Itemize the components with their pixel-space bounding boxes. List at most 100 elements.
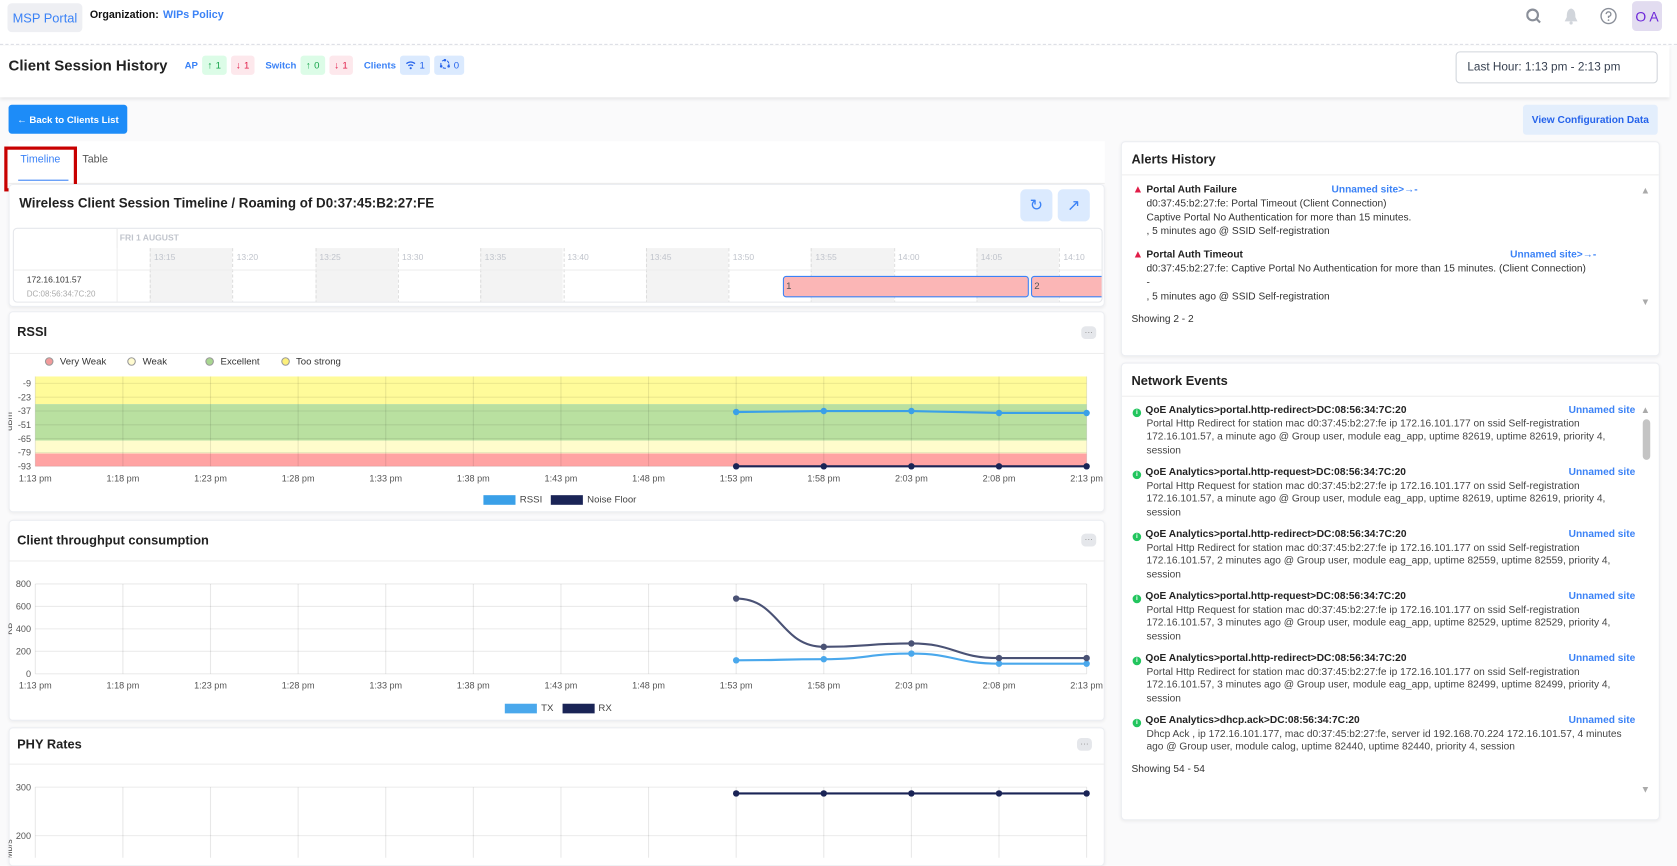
legend-swatch [550, 494, 583, 505]
alert-line: , 5 minutes ago @ SSID Self-registration [1146, 225, 1330, 238]
status-badges: AP ↑ 1 ↓ 1 Switch ↑ 0 ↓ 1 Clients 1 0 [178, 55, 465, 75]
alert-line: - [1146, 277, 1150, 289]
scrollbar[interactable] [1642, 419, 1651, 460]
site-link[interactable]: Unnamed site [1568, 652, 1636, 665]
site-link[interactable]: Unnamed site [1568, 466, 1636, 479]
legend-swatch [562, 703, 595, 713]
bell-icon[interactable] [1560, 5, 1581, 26]
rssi-legend: RSSI Noise Floor [483, 494, 636, 505]
clients-roam-count: 0 [453, 59, 460, 71]
event-title: QoE Analytics>dhcp.ack>DC:08:56:34:7C:20 [1145, 714, 1360, 727]
site-link[interactable]: Unnamed site [1568, 590, 1636, 603]
ap-up-badge[interactable]: ↑ 1 [202, 55, 227, 75]
back-to-clients-button[interactable]: ← Back to Clients List [8, 104, 128, 134]
scroll-up-icon[interactable]: ▲ [1640, 185, 1651, 196]
x-tick-label: 1:23 pm [194, 681, 227, 691]
time-label: 13:20 [236, 252, 259, 263]
band-weak [35, 440, 1087, 454]
view-configuration-button[interactable]: View Configuration Data [1522, 104, 1658, 135]
expand-button[interactable]: ↗ [1057, 189, 1090, 222]
data-point [908, 640, 915, 647]
y-tick-label: -37 [18, 406, 31, 416]
alert-item[interactable]: ▲ Portal Auth Failure Unnamed site>→- d0:… [1133, 183, 1636, 239]
x-tick-label: 1:28 pm [282, 681, 315, 691]
site-link[interactable]: Unnamed site [1568, 404, 1636, 417]
site-link[interactable]: Unnamed site [1568, 714, 1636, 727]
timeline-column: 13:35 [480, 248, 564, 302]
more-options-button[interactable]: ··· [1076, 737, 1092, 751]
roaming-icon [440, 58, 451, 72]
tab-timeline[interactable]: Timeline [18, 154, 70, 181]
scroll-down-icon[interactable]: ▼ [1640, 783, 1651, 795]
warning-icon: ▲ [1132, 183, 1144, 196]
switch-down-badge[interactable]: ↓ 1 [329, 55, 354, 75]
org-name-link[interactable]: WIPs Policy [163, 9, 224, 22]
band-label: Weak [142, 356, 168, 367]
data-point [1083, 660, 1090, 667]
event-title: QoE Analytics>portal.http-request>DC:08:… [1145, 466, 1406, 479]
event-title: QoE Analytics>portal.http-request>DC:08:… [1145, 590, 1406, 603]
client-ip: 172.16.101.57 [26, 274, 82, 285]
event-item[interactable]: i QoE Analytics>portal.http-redirect>DC:0… [1132, 652, 1636, 705]
x-tick-label: 2:03 pm [895, 473, 928, 483]
clients-roam-badge[interactable]: 0 [434, 55, 465, 75]
band-legend: Very Weak Weak Excellent Too strong [44, 356, 347, 367]
info-icon: i [1132, 532, 1142, 542]
refresh-button[interactable]: ↻ [1020, 189, 1053, 222]
session-bar[interactable]: 2 [1030, 275, 1102, 298]
alert-item[interactable]: ▲ Portal Auth Timeout Unnamed site>→- d0:… [1133, 248, 1636, 304]
data-point [995, 409, 1003, 417]
ap-down-badge[interactable]: ↓ 1 [230, 55, 255, 75]
date-range-picker[interactable]: Last Hour: 1:13 pm - 2:13 pm [1455, 51, 1658, 84]
event-body: Portal Http Request for station mac d0:3… [1146, 603, 1611, 643]
events-title: Network Events [1131, 373, 1228, 389]
data-point [1083, 654, 1090, 662]
site-link[interactable]: Unnamed site>→- [1510, 249, 1597, 261]
x-tick-label: 1:48 pm [632, 473, 665, 483]
y-tick-label: -65 [18, 434, 31, 444]
info-icon: i [1132, 408, 1142, 418]
avatar[interactable]: O A [1632, 1, 1663, 32]
data-point [1083, 409, 1090, 417]
info-icon: i [1132, 656, 1142, 666]
site-link[interactable]: Unnamed site>→- [1331, 183, 1418, 196]
session-bar[interactable]: 1 [782, 275, 1029, 298]
site-link[interactable]: Unnamed site [1568, 528, 1636, 541]
clients-label: Clients [363, 59, 396, 71]
event-item[interactable]: i QoE Analytics>portal.http-request>DC:08… [1132, 590, 1636, 643]
tab-table[interactable]: Table [82, 154, 108, 166]
event-item[interactable]: i QoE Analytics>portal.http-request>DC:08… [1132, 466, 1636, 519]
x-tick-label: 1:33 pm [369, 681, 402, 691]
timeline-column: 13:30 [397, 248, 481, 302]
time-label: 13:55 [815, 252, 837, 263]
events-list: i QoE Analytics>portal.http-redirect>DC:0… [1132, 404, 1636, 775]
search-icon[interactable] [1523, 5, 1544, 26]
switch-up-badge[interactable]: ↑ 0 [300, 55, 325, 75]
time-label: 13:15 [154, 252, 176, 263]
event-item[interactable]: i QoE Analytics>dhcp.ack>DC:08:56:34:7C:2… [1132, 714, 1636, 754]
msp-portal-button[interactable]: MSP Portal [7, 3, 83, 33]
band-swatch-icon [280, 357, 290, 366]
event-item[interactable]: i QoE Analytics>portal.http-redirect>DC:0… [1132, 528, 1636, 581]
y-tick-label: 300 [16, 782, 31, 792]
help-icon[interactable] [1598, 5, 1619, 26]
band-label: Too strong [295, 356, 341, 367]
scroll-down-icon[interactable]: ▼ [1640, 296, 1651, 307]
event-body: Portal Http Redirect for station mac d0:… [1146, 665, 1611, 705]
clients-wifi-badge[interactable]: 1 [400, 55, 431, 75]
x-tick-label: 1:48 pm [632, 681, 665, 691]
scroll-up-icon[interactable]: ▲ [1640, 404, 1651, 415]
data-point [908, 407, 915, 415]
page-title: Client Session History [8, 56, 168, 74]
y-axis-label: Mb/s [9, 839, 14, 858]
page-header-row: Client Session History AP ↑ 1 ↓ 1 Switch ↑… [8, 55, 465, 75]
time-label: 14:05 [980, 252, 1003, 263]
timeline-column: 14:10 [1059, 248, 1101, 302]
more-options-button[interactable]: ··· [1081, 533, 1097, 547]
time-label: 13:45 [650, 252, 672, 263]
rssi-chart: -9 -23 -37 -51 -65 -79 -931:13 pm 1:18 pm 1:23 p… [9, 376, 1103, 483]
y-tick-label: -51 [18, 420, 31, 430]
data-point [820, 643, 827, 651]
event-item[interactable]: i QoE Analytics>portal.http-redirect>DC:0… [1132, 404, 1636, 457]
more-options-button[interactable]: ··· [1081, 326, 1097, 340]
